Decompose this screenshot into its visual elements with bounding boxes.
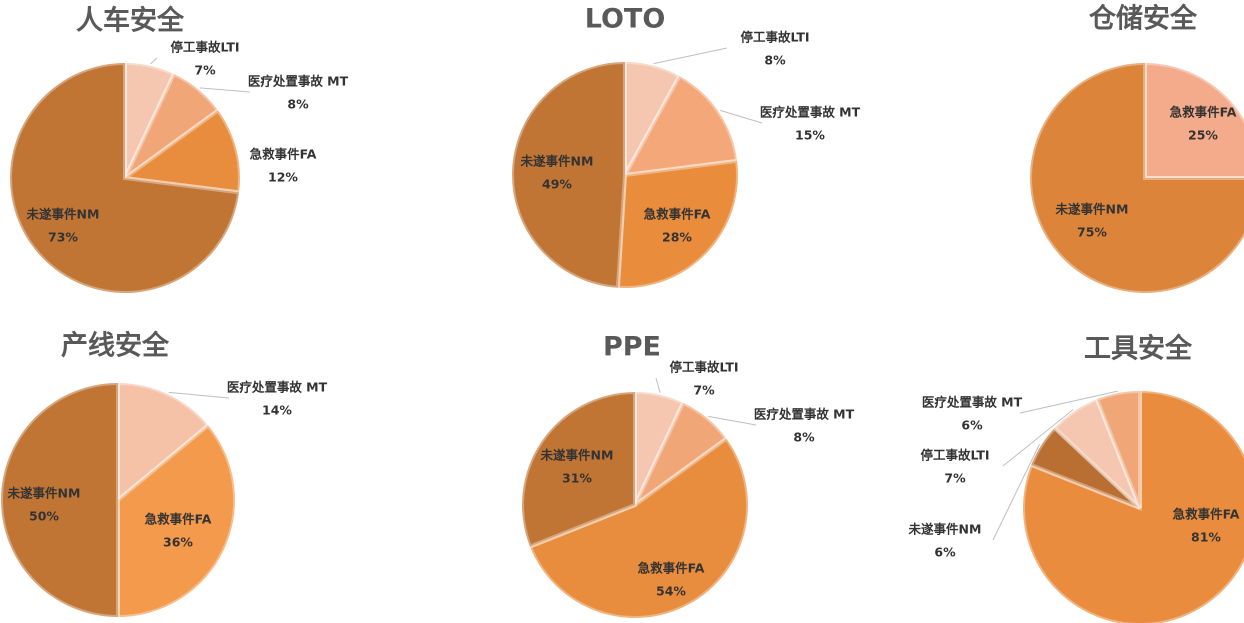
leader-line — [655, 377, 661, 393]
leader-line — [719, 109, 763, 124]
slice-value-label: 6% — [961, 418, 983, 433]
slice-value-label: 12% — [268, 170, 298, 185]
slice-value-label: 8% — [287, 97, 309, 112]
pie-slice — [0, 380, 120, 620]
pie-slice — [1143, 60, 1244, 180]
pie-slice — [633, 389, 686, 506]
slice-value-label: 8% — [793, 430, 815, 445]
pie-slice — [8, 60, 242, 295]
slice-label: 停工事故LTI — [920, 448, 989, 463]
slice-value-label: 25% — [1188, 128, 1218, 143]
pie-slice — [615, 158, 740, 290]
slice-value-label: 36% — [163, 535, 193, 550]
slice-value-label: 14% — [262, 403, 292, 418]
slice-label: 未遂事件NM — [26, 207, 100, 222]
leader-line — [1002, 409, 1074, 467]
slice-label: 医疗处置事故 MT — [760, 105, 861, 120]
pie-slice — [621, 73, 740, 178]
chart-title: LOTO — [585, 4, 666, 35]
slice-label: 停工事故LTI — [669, 360, 738, 375]
slice-label: 医疗处置事故 MT — [754, 407, 855, 422]
leader-line — [992, 444, 1040, 541]
slice-value-label: 15% — [795, 128, 825, 143]
slice-label: 医疗处置事故 MT — [227, 380, 328, 395]
pie-slice — [1094, 388, 1142, 509]
leader-line — [653, 47, 728, 65]
leader-line — [1019, 390, 1118, 414]
slice-value-label: 6% — [934, 545, 956, 560]
slice-label: 急救事件FA — [644, 207, 711, 222]
slice-label: 停工事故LTI — [740, 30, 809, 45]
slice-value-label: 7% — [194, 63, 216, 78]
slice-value-label: 31% — [562, 471, 592, 486]
slice-label: 未遂事件NM — [908, 522, 982, 537]
slice-label: 急救事件FA — [1170, 105, 1237, 120]
slice-label: 停工事故LTI — [170, 40, 239, 55]
pie-slice — [520, 389, 637, 550]
chart-title: PPE — [603, 332, 661, 363]
slice-label: 未遂事件NM — [7, 486, 81, 501]
slice-value-label: 28% — [662, 230, 692, 245]
slice-value-label: 49% — [542, 177, 572, 192]
chart-title: 工具安全 — [1084, 333, 1193, 365]
slice-label: 急救事件FA — [1173, 507, 1240, 522]
leader-line — [150, 57, 158, 65]
slice-value-label: 8% — [764, 53, 786, 68]
slice-label: 急救事件FA — [250, 147, 317, 162]
pie-slice — [633, 400, 730, 507]
leader-line — [199, 87, 251, 93]
slice-value-label: 50% — [29, 509, 59, 524]
slice-value-label: 81% — [1191, 530, 1221, 545]
pie-slice — [623, 59, 683, 176]
slice-label: 未遂事件NM — [520, 154, 594, 169]
chart-title: 仓储安全 — [1088, 3, 1198, 35]
pie-slice — [1028, 425, 1142, 510]
pie-slice — [119, 107, 242, 195]
pie-slice — [1051, 396, 1142, 510]
slice-label: 急救事件FA — [145, 512, 212, 527]
pie-slice — [116, 422, 237, 620]
leader-line — [168, 391, 230, 399]
pie-slice — [123, 60, 177, 179]
pie-slice — [510, 59, 627, 290]
slice-value-label: 75% — [1077, 225, 1107, 240]
slice-value-label: 7% — [693, 383, 715, 398]
slice-label: 未遂事件NM — [1055, 202, 1129, 217]
pie-slice — [116, 380, 211, 505]
pie-slice — [527, 435, 750, 620]
pie-slice — [123, 71, 221, 180]
chart-title: 人车安全 — [76, 5, 185, 37]
slice-value-label: 73% — [48, 230, 78, 245]
slice-label: 未遂事件NM — [540, 448, 614, 463]
slice-label: 医疗处置事故 MT — [922, 395, 1023, 410]
pie-slice — [1028, 60, 1244, 295]
slice-value-label: 54% — [656, 584, 686, 599]
slice-label: 医疗处置事故 MT — [248, 74, 349, 89]
chart-title: 产线安全 — [61, 330, 170, 362]
slice-value-label: 7% — [944, 471, 966, 486]
leader-line — [708, 415, 757, 426]
slice-label: 急救事件FA — [638, 561, 705, 576]
pie-slice — [1021, 388, 1244, 623]
